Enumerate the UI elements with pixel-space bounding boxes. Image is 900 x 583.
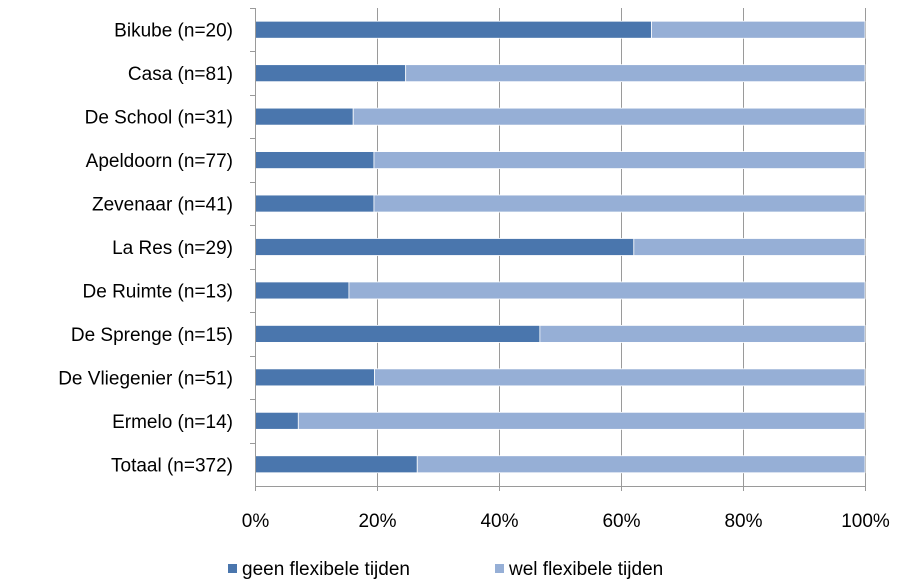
bars xyxy=(254,20,866,474)
legend-swatch xyxy=(495,564,504,573)
category-label: Casa (n=81) xyxy=(128,64,233,85)
legend-swatch xyxy=(228,564,237,573)
bar-segment-wel xyxy=(539,325,866,343)
bar-segment-geen xyxy=(254,151,375,169)
legend-label: wel flexibele tijden xyxy=(508,559,663,580)
bar-segment-geen xyxy=(254,411,299,430)
axes xyxy=(250,8,866,491)
bar-segment-geen xyxy=(254,238,635,256)
category-label: Totaal (n=372) xyxy=(111,455,233,476)
category-label: Bikube (n=20) xyxy=(114,21,233,42)
x-tick-label: 80% xyxy=(724,511,762,532)
bar-segment-geen xyxy=(254,194,375,213)
bar-segment-geen xyxy=(254,64,407,83)
x-tick-label: 100% xyxy=(841,511,890,532)
bar-segment-wel xyxy=(373,151,866,169)
legend: geen flexibele tijden wel flexibele tijde… xyxy=(228,559,663,580)
category-label: Zevenaar (n=41) xyxy=(92,195,233,216)
x-tick-label: 60% xyxy=(602,511,640,532)
bar-segment-geen xyxy=(254,455,418,474)
bar-segment-geen xyxy=(254,368,375,387)
bar-segment-wel xyxy=(416,455,866,474)
category-label: La Res (n=29) xyxy=(112,238,233,259)
category-label: Ermelo (n=14) xyxy=(112,412,233,433)
category-label: De School (n=31) xyxy=(85,108,233,129)
bar-segment-geen xyxy=(254,107,354,126)
legend-label: geen flexibele tijden xyxy=(242,559,410,580)
x-tick-label: 0% xyxy=(242,511,270,532)
bar-segment-wel xyxy=(297,411,866,430)
bar-segment-geen xyxy=(254,325,541,343)
bar-segment-wel xyxy=(374,368,866,387)
category-label: De Sprenge (n=15) xyxy=(71,325,233,346)
bar-segment-wel xyxy=(352,107,866,126)
category-label: De Ruimte (n=13) xyxy=(83,281,233,302)
bar-segment-wel xyxy=(651,20,866,39)
bar-segment-wel xyxy=(373,194,866,213)
x-tick-label: 40% xyxy=(480,511,518,532)
bar-segment-wel xyxy=(633,238,866,256)
bar-segment-wel xyxy=(405,64,866,83)
category-label: Apeldoorn (n=77) xyxy=(86,151,233,172)
bar-segment-wel xyxy=(348,281,866,300)
labels: 0% 20% 40% 60% 80% 100% Bikube (n=20) Casa (n=8… xyxy=(58,21,890,532)
bar-segment-geen xyxy=(254,20,652,39)
x-tick-label: 20% xyxy=(358,511,396,532)
category-label: De Vliegenier (n=51) xyxy=(58,368,233,389)
bar-segment-geen xyxy=(254,281,350,300)
